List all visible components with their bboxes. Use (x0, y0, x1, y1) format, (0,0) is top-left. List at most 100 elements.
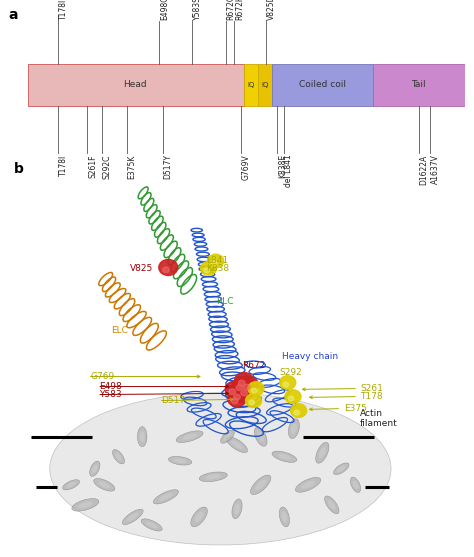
Ellipse shape (319, 447, 326, 458)
Ellipse shape (257, 432, 264, 442)
Circle shape (280, 376, 296, 389)
Ellipse shape (316, 442, 329, 463)
Ellipse shape (272, 451, 297, 462)
Text: RLC: RLC (216, 297, 233, 306)
Ellipse shape (90, 461, 100, 476)
Circle shape (251, 388, 257, 393)
Circle shape (234, 394, 240, 400)
Ellipse shape (301, 481, 315, 489)
Text: Tail: Tail (411, 80, 426, 90)
Bar (272, 64, 373, 106)
Ellipse shape (115, 453, 122, 461)
Ellipse shape (168, 456, 192, 465)
Circle shape (239, 377, 258, 393)
Circle shape (228, 390, 246, 407)
Ellipse shape (112, 449, 125, 464)
Circle shape (159, 260, 178, 276)
Ellipse shape (224, 433, 231, 440)
Ellipse shape (94, 478, 115, 491)
Text: E375K: E375K (128, 154, 137, 179)
Ellipse shape (194, 511, 204, 522)
Text: Y583S: Y583S (193, 0, 202, 20)
Text: ELC: ELC (111, 326, 128, 335)
Text: G769V: G769V (242, 154, 251, 180)
Ellipse shape (153, 490, 179, 504)
Text: IQ: IQ (247, 82, 255, 88)
Circle shape (231, 398, 238, 404)
Ellipse shape (337, 466, 346, 472)
Text: Y583: Y583 (100, 390, 122, 399)
Bar (373, 64, 465, 106)
Circle shape (237, 383, 256, 399)
Ellipse shape (199, 472, 228, 482)
Ellipse shape (255, 480, 266, 490)
Circle shape (249, 400, 255, 405)
Text: T178I: T178I (59, 0, 68, 20)
Text: T178I: T178I (59, 154, 68, 175)
Ellipse shape (250, 475, 271, 495)
Ellipse shape (220, 430, 235, 443)
Text: A1637V: A1637V (430, 154, 439, 184)
Ellipse shape (232, 499, 242, 519)
Text: R672: R672 (242, 361, 265, 370)
Text: V825: V825 (130, 264, 154, 273)
Ellipse shape (231, 441, 243, 449)
Circle shape (285, 390, 301, 403)
Text: V825D: V825D (267, 0, 276, 20)
Ellipse shape (206, 474, 221, 480)
Ellipse shape (66, 482, 76, 487)
Ellipse shape (139, 431, 145, 442)
Ellipse shape (146, 521, 157, 528)
Text: del L841: del L841 (284, 154, 293, 187)
Circle shape (294, 410, 300, 415)
Text: K838: K838 (206, 264, 229, 273)
Circle shape (246, 394, 262, 407)
Circle shape (238, 380, 245, 386)
Circle shape (204, 268, 210, 273)
Circle shape (229, 389, 236, 394)
Text: Coiled coil: Coiled coil (299, 80, 346, 90)
Ellipse shape (255, 427, 267, 446)
Text: Actin
filament: Actin filament (360, 409, 398, 428)
Ellipse shape (173, 458, 187, 463)
Ellipse shape (350, 477, 361, 492)
Circle shape (211, 261, 217, 266)
Ellipse shape (278, 453, 291, 460)
Bar (258, 64, 272, 106)
Ellipse shape (288, 419, 300, 438)
Ellipse shape (92, 465, 98, 473)
Circle shape (243, 384, 250, 390)
Ellipse shape (295, 477, 321, 492)
Text: D517Y: D517Y (164, 154, 173, 179)
Ellipse shape (325, 496, 339, 514)
Ellipse shape (279, 507, 290, 527)
Text: K838E: K838E (278, 154, 287, 178)
Text: E498G: E498G (160, 0, 169, 20)
Text: G769: G769 (90, 372, 114, 381)
Ellipse shape (353, 481, 358, 489)
Ellipse shape (127, 512, 138, 521)
Text: Head: Head (123, 80, 147, 90)
Text: a: a (9, 8, 18, 22)
Text: S292: S292 (280, 368, 302, 377)
Bar (28, 64, 244, 106)
Ellipse shape (159, 493, 173, 501)
Circle shape (291, 404, 307, 417)
Text: T178: T178 (360, 392, 383, 401)
Text: E498: E498 (100, 382, 122, 391)
Ellipse shape (227, 437, 247, 452)
Circle shape (230, 387, 249, 403)
Bar (244, 64, 258, 106)
Text: D1622A: D1622A (419, 154, 428, 184)
Circle shape (235, 373, 254, 389)
Text: IQ: IQ (261, 82, 268, 88)
Ellipse shape (282, 511, 287, 522)
Text: E375: E375 (344, 404, 366, 413)
Text: S261: S261 (360, 384, 383, 393)
Circle shape (163, 267, 169, 273)
Ellipse shape (50, 393, 391, 545)
Circle shape (241, 390, 247, 396)
Ellipse shape (122, 509, 143, 525)
Circle shape (288, 396, 294, 401)
Ellipse shape (191, 507, 208, 527)
